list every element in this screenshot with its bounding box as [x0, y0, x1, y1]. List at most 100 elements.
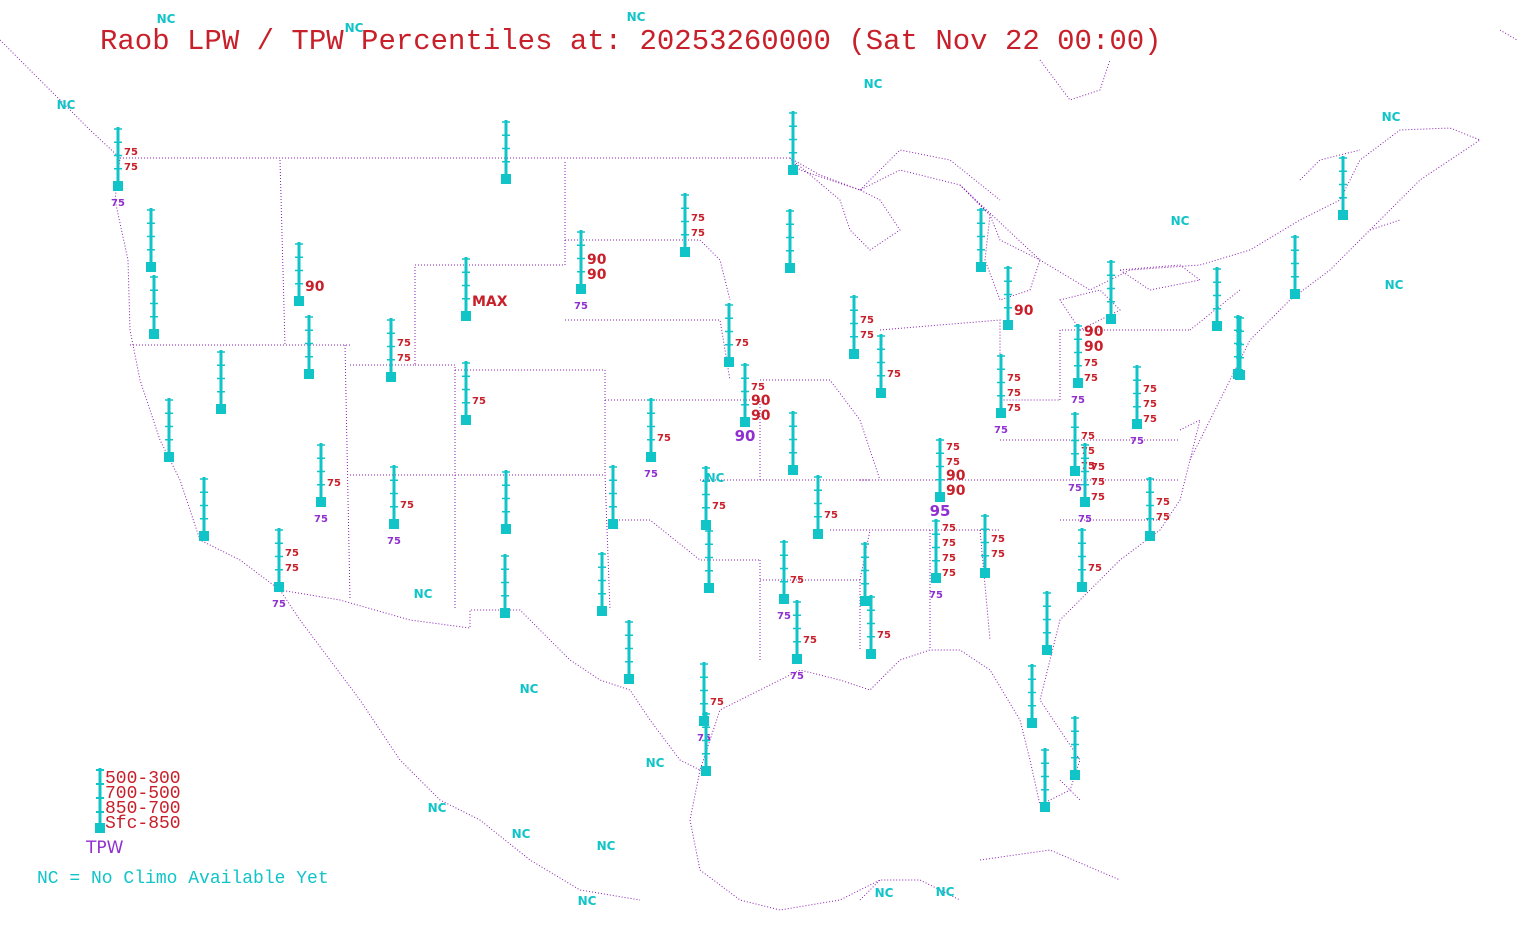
tpw-label: 75 [1068, 483, 1082, 494]
percentile-label: MAX [472, 294, 508, 310]
station-gauge: MAX [461, 257, 508, 321]
gauge-base [149, 329, 159, 339]
station-gauge: 75 75 75 75 75 [929, 519, 956, 601]
tpw-label: 75 [387, 536, 401, 547]
station-gauge: 90 [1003, 266, 1034, 330]
tpw-label: 75 [994, 425, 1008, 436]
nc-marker: NC [1385, 278, 1404, 292]
gauge-base [1145, 531, 1155, 541]
tpw-label: 75 [111, 198, 125, 209]
percentile-label: 75 [712, 501, 726, 512]
percentile-label: 75 [1143, 384, 1157, 395]
gauge-base [461, 415, 471, 425]
gauge-base [1212, 321, 1222, 331]
legend-layer-sfc-850: Sfc-850 [105, 814, 181, 834]
gauge-base [461, 311, 471, 321]
gauge-base [624, 674, 634, 684]
tpw-label: 75 [644, 469, 658, 480]
gauge-base [216, 404, 226, 414]
station-gauge [608, 465, 618, 529]
station-gauge [304, 315, 314, 379]
percentile-label: 75 [691, 213, 705, 224]
gauge-base [501, 174, 511, 184]
gauge-base [976, 262, 986, 272]
gauge-base [113, 181, 123, 191]
percentile-label: 90 [1084, 339, 1104, 355]
station-gauge: 75 75 [644, 398, 671, 480]
percentile-label: 90 [587, 252, 607, 268]
station-gauge: 75 [724, 303, 749, 367]
gauge-base [866, 649, 876, 659]
station-gauge: 75 75 [387, 465, 414, 547]
percentile-label: 75 [1084, 373, 1098, 384]
legend-tpw-label: TPW [85, 838, 124, 858]
gauge-base [701, 766, 711, 776]
gauge-base [500, 608, 510, 618]
gauge-base [1003, 320, 1013, 330]
percentile-label: 75 [400, 500, 414, 511]
no-climo-markers: NC NC NC NC NC NC NC NC NC NC NC NC NC NC NC NC NC NC [57, 10, 1404, 908]
gauge-base [386, 372, 396, 382]
percentile-label: 75 [327, 478, 341, 489]
percentile-label: 75 [1007, 403, 1021, 414]
station-gauge [1338, 156, 1348, 220]
legend-layer-500-300: 500-300 [105, 769, 181, 789]
tpw-label: 75 [1078, 514, 1092, 525]
nc-marker: NC [57, 98, 76, 112]
percentile-label: 90 [1014, 303, 1034, 319]
legend-layer-700-500: 700-500 [105, 784, 181, 804]
gauge-base [701, 520, 711, 530]
gauge-base [996, 408, 1006, 418]
percentile-label: 90 [946, 483, 966, 499]
tpw-label: 90 [735, 427, 756, 445]
percentile-label: 75 [860, 330, 874, 341]
percentile-label: 75 [942, 553, 956, 564]
gauge-base [576, 284, 586, 294]
tpw-label: 75 [929, 590, 943, 601]
nc-marker: NC [864, 77, 883, 91]
gauge-base [680, 247, 690, 257]
percentile-label: 90 [751, 393, 771, 409]
nc-marker: NC [936, 885, 955, 899]
nc-marker: NC [706, 471, 725, 485]
gauge-base [935, 492, 945, 502]
nc-marker: NC [428, 801, 447, 815]
gauge-base [792, 654, 802, 664]
percentile-label: 75 [124, 162, 138, 173]
gauge-base [1338, 210, 1348, 220]
gauge-base [146, 262, 156, 272]
tpw-label: 75 [574, 301, 588, 312]
gauge-base [860, 596, 870, 606]
percentile-label: 75 [803, 635, 817, 646]
percentile-label: 75 [1007, 373, 1021, 384]
legend: 500-300 700-500 850-700 Sfc-850 TPW NC =… [37, 768, 329, 889]
tpw-label: 75 [790, 671, 804, 682]
percentile-label: 75 [472, 396, 486, 407]
percentile-label: 75 [942, 568, 956, 579]
gauge-base [389, 519, 399, 529]
gauge-base [1070, 770, 1080, 780]
nc-marker: NC [627, 10, 646, 24]
gauge-base [274, 582, 284, 592]
percentile-label: 75 [1091, 492, 1105, 503]
legend-layer-850-700: 850-700 [105, 799, 181, 819]
percentile-label: 90 [751, 408, 771, 424]
station-gauge [785, 209, 795, 273]
gauge-base [1070, 466, 1080, 476]
legend-gauge-icon [95, 768, 105, 833]
station-gauge: 75 75 75 75 [1068, 412, 1095, 494]
percentile-label: 75 [285, 548, 299, 559]
station-gauge [149, 275, 159, 339]
nc-marker: NC [157, 12, 176, 26]
gauge-base [849, 349, 859, 359]
tpw-label: 75 [777, 611, 791, 622]
gauge-base [316, 497, 326, 507]
percentile-label: 75 [657, 433, 671, 444]
legend-nc-note: NC = No Climo Available Yet [37, 869, 329, 889]
